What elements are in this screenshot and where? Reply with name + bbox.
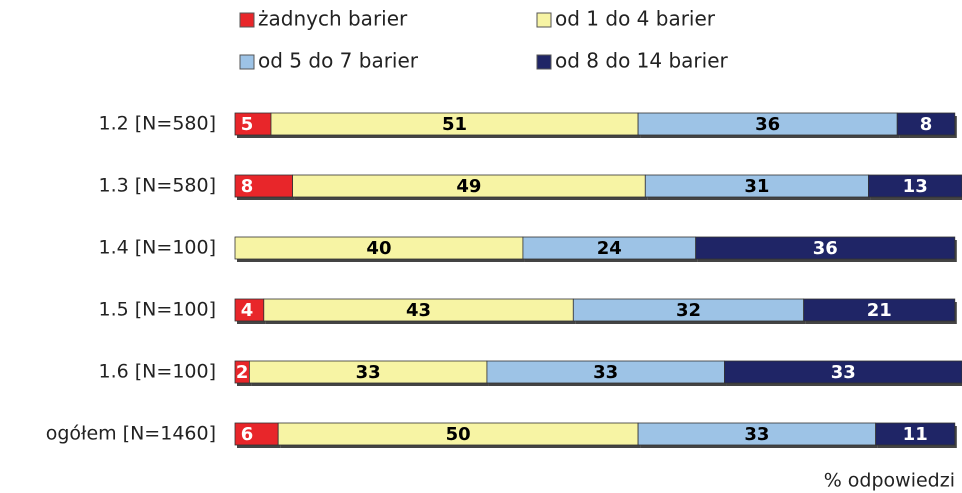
legend-swatch [239,54,255,70]
legend-label: od 8 do 14 barier [555,49,729,73]
data-label: 36 [755,114,780,135]
axis-note: % odpowiedzi [824,470,955,492]
bar-segment [875,422,956,446]
data-label: 50 [446,424,471,445]
data-label: 2 [236,362,249,383]
data-label: 33 [831,362,856,383]
category-label: 1.6 [N=100] [99,361,216,383]
data-label: 24 [597,238,622,259]
data-label: 8 [920,114,933,135]
bar-segment [695,236,956,260]
data-label: 33 [356,362,381,383]
data-label: 32 [676,300,701,321]
category-label: 1.4 [N=100] [99,237,216,259]
legend-label: od 1 do 4 barier [555,7,716,31]
data-label: 13 [903,176,928,197]
data-label: 36 [813,238,838,259]
data-label: 33 [593,362,618,383]
legend-swatch [536,12,552,28]
legend-label: od 5 do 7 barier [258,49,419,73]
data-label: 11 [903,424,928,445]
legend-swatch [536,54,552,70]
category-label: 1.3 [N=580] [99,175,216,197]
legend-label: żadnych barier [258,7,408,31]
data-label: 33 [744,424,769,445]
bar-segment [803,298,956,322]
data-label: 51 [442,114,467,135]
bar-segment [896,112,956,136]
data-label: 8 [241,176,254,197]
category-label: ogółem [N=1460] [46,423,216,445]
data-label: 40 [366,238,391,259]
data-label: 4 [241,300,254,321]
data-label: 5 [241,114,254,135]
category-label: 1.2 [N=580] [99,113,216,135]
legend-swatch [239,12,255,28]
data-label: 31 [744,176,769,197]
category-label: 1.5 [N=100] [99,299,216,321]
data-label: 43 [406,300,431,321]
data-label: 6 [241,424,254,445]
data-label: 49 [456,176,481,197]
data-label: 21 [867,300,892,321]
